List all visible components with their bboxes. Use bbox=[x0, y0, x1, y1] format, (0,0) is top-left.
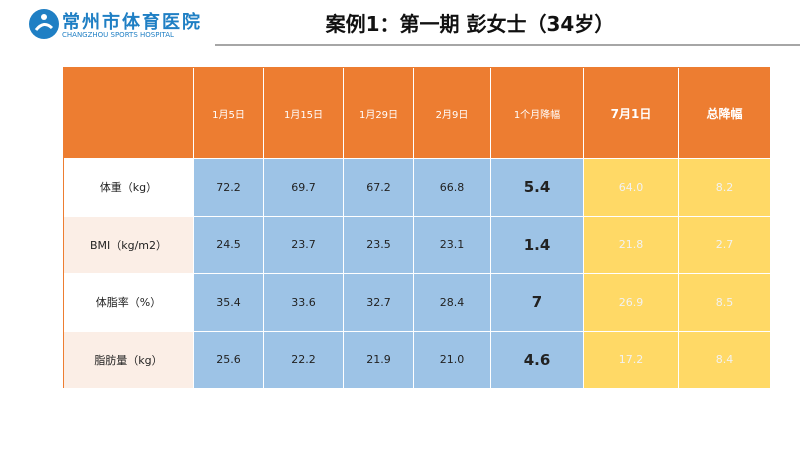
table-cell: 2.7 bbox=[679, 216, 771, 274]
table-cell: 7 bbox=[491, 274, 584, 332]
table-cell: 21.9 bbox=[344, 331, 414, 389]
column-header: 1月29日 bbox=[344, 68, 414, 159]
table-cell: 35.4 bbox=[194, 274, 264, 332]
logo-subtitle: CHANGZHOU SPORTS HOSPITAL bbox=[62, 31, 174, 39]
row-label: 脂肪量（kg） bbox=[64, 331, 194, 389]
table-cell: 32.7 bbox=[344, 274, 414, 332]
logo-name: 常州市体育医院 bbox=[62, 12, 202, 33]
table-cell: 33.6 bbox=[264, 274, 344, 332]
title-rule bbox=[215, 44, 800, 46]
table-cell: 67.2 bbox=[344, 159, 414, 217]
table-cell: 66.8 bbox=[414, 159, 491, 217]
table-cell: 72.2 bbox=[194, 159, 264, 217]
table: 1月5日 1月15日 1月29日 2月9日 1个月降幅 7月1日 总降幅体重（kg） 72.2… bbox=[63, 67, 771, 389]
table-cell: 22.2 bbox=[264, 331, 344, 389]
table-cell: 4.6 bbox=[491, 331, 584, 389]
row-label: 体脂率（%） bbox=[64, 274, 194, 332]
table-cell: 23.5 bbox=[344, 216, 414, 274]
table-cell: 25.6 bbox=[194, 331, 264, 389]
column-header: 总降幅 bbox=[679, 68, 771, 159]
table-cell: 69.7 bbox=[264, 159, 344, 217]
table-cell: 26.9 bbox=[584, 274, 679, 332]
column-header: 1月5日 bbox=[194, 68, 264, 159]
slide-title: 案例1：第一期 彭女士（34岁） bbox=[325, 12, 615, 36]
header-corner bbox=[64, 68, 194, 159]
column-header: 1个月降幅 bbox=[491, 68, 584, 159]
table-cell: 8.4 bbox=[679, 331, 771, 389]
table-cell: 17.2 bbox=[584, 331, 679, 389]
table-cell: 64.0 bbox=[584, 159, 679, 217]
table-cell: 23.7 bbox=[264, 216, 344, 274]
logo-icon bbox=[29, 9, 59, 39]
table-cell: 5.4 bbox=[491, 159, 584, 217]
table-cell: 1.4 bbox=[491, 216, 584, 274]
table-cell: 28.4 bbox=[414, 274, 491, 332]
row-label: 体重（kg） bbox=[64, 159, 194, 217]
table-cell: 8.2 bbox=[679, 159, 771, 217]
table-cell: 24.5 bbox=[194, 216, 264, 274]
table-cell: 21.8 bbox=[584, 216, 679, 274]
table-cell: 8.5 bbox=[679, 274, 771, 332]
table-cell: 23.1 bbox=[414, 216, 491, 274]
column-header: 7月1日 bbox=[584, 68, 679, 159]
column-header: 2月9日 bbox=[414, 68, 491, 159]
table-cell: 21.0 bbox=[414, 331, 491, 389]
column-header: 1月15日 bbox=[264, 68, 344, 159]
row-label: BMI（kg/m2） bbox=[64, 216, 194, 274]
